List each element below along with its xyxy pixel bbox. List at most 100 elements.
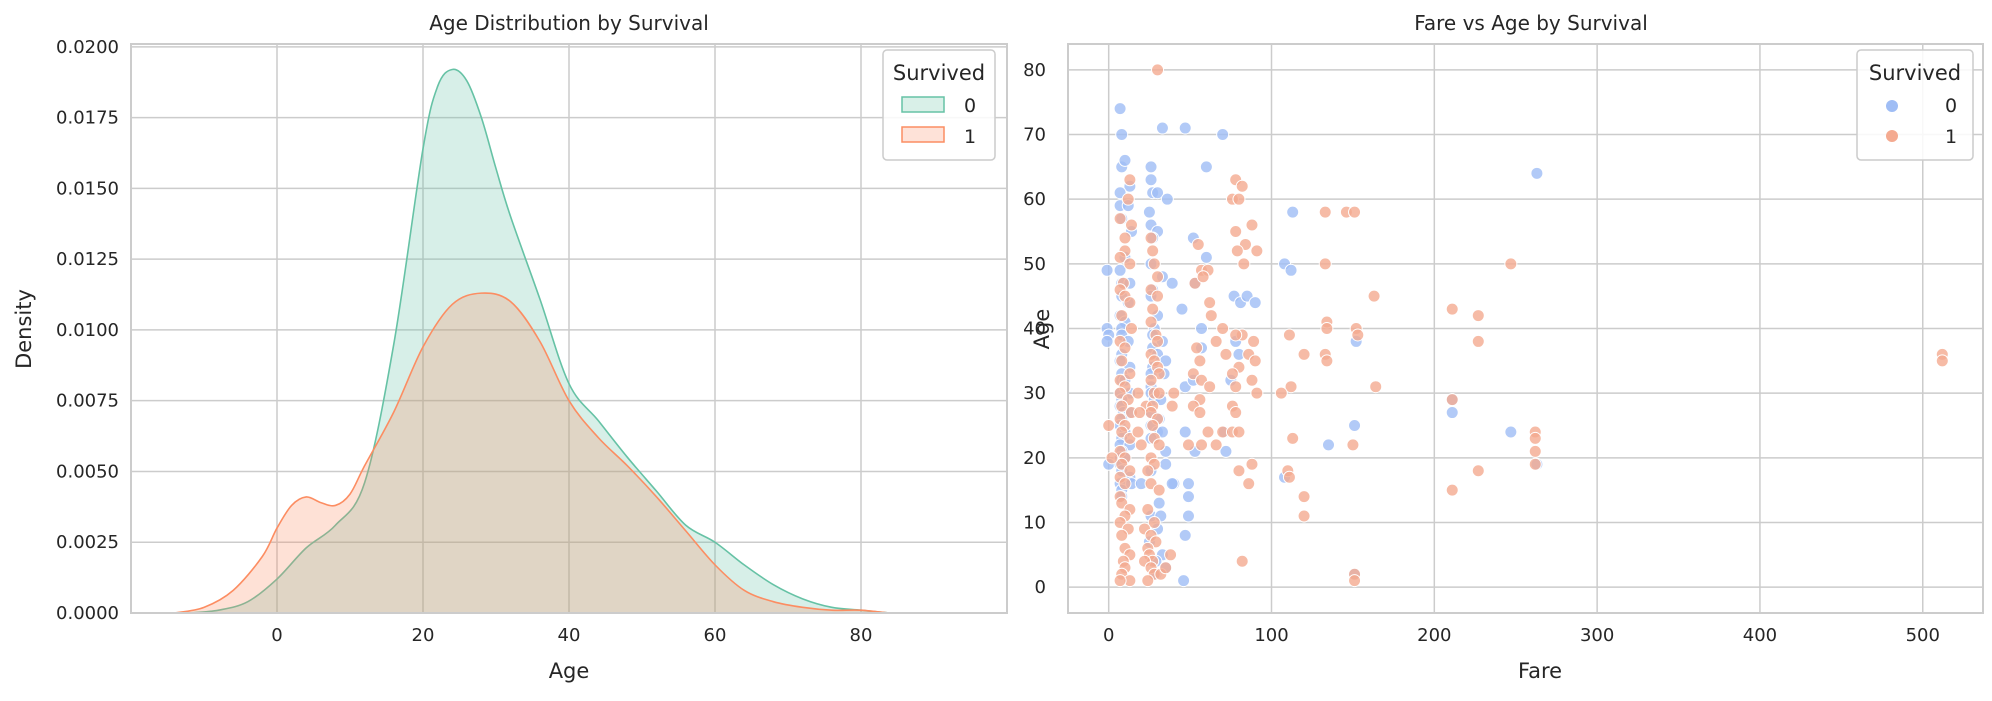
kde-plot-frame bbox=[130, 43, 1008, 614]
scatter-point-1 bbox=[1159, 561, 1173, 575]
scatter-point-1 bbox=[1286, 431, 1300, 445]
scatter-point-0 bbox=[1175, 302, 1189, 316]
scatter-point-1 bbox=[1152, 386, 1166, 400]
scatter-y-ticks: 0 10 20 30 40 50 60 70 80 bbox=[1023, 60, 1046, 598]
kde-y-tick-label: 0.0125 bbox=[56, 249, 119, 270]
scatter-point-0 bbox=[1100, 263, 1114, 277]
scatter-point-0 bbox=[1118, 153, 1132, 167]
scatter-y-tick-label: 20 bbox=[1023, 448, 1046, 469]
scatter-point-1 bbox=[1147, 515, 1161, 529]
scatter-point-1 bbox=[1118, 341, 1132, 355]
scatter-point-1 bbox=[1237, 257, 1251, 271]
scatter-point-0 bbox=[1348, 418, 1362, 432]
scatter-point-0 bbox=[1159, 457, 1173, 471]
scatter-point-1 bbox=[1151, 63, 1165, 77]
scatter-point-1 bbox=[1201, 425, 1215, 439]
kde-legend-box bbox=[882, 49, 996, 161]
scatter-y-tick-label: 10 bbox=[1023, 512, 1046, 533]
scatter-point-1 bbox=[1445, 302, 1459, 316]
kde-chart: Age Distribution by Survival 0 20 40 60 80 0… bbox=[12, 11, 1008, 683]
scatter-point-1 bbox=[1471, 464, 1485, 478]
kde-chart-title: Age Distribution by Survival bbox=[429, 11, 709, 35]
scatter-point-1 bbox=[1297, 490, 1311, 504]
scatter-point-1 bbox=[1318, 205, 1332, 219]
scatter-point-1 bbox=[1320, 354, 1334, 368]
scatter-point-1 bbox=[1144, 373, 1158, 387]
kde-x-ticks: 0 20 40 60 80 bbox=[271, 625, 872, 646]
kde-areas bbox=[174, 68, 949, 615]
scatter-point-1 bbox=[1115, 528, 1129, 542]
scatter-y-tick-label: 40 bbox=[1023, 319, 1046, 340]
scatter-point-1 bbox=[1351, 328, 1365, 342]
scatter-point-1 bbox=[1504, 257, 1518, 271]
scatter-point-0 bbox=[1177, 574, 1191, 588]
kde-x-tick-label: 40 bbox=[558, 625, 581, 646]
scatter-point-1 bbox=[1245, 373, 1259, 387]
scatter-point-0 bbox=[1195, 322, 1209, 335]
scatter-point-1 bbox=[1151, 334, 1165, 348]
scatter-point-1 bbox=[1193, 406, 1207, 420]
kde-y-tick-label: 0.0025 bbox=[56, 532, 119, 553]
scatter-x-tick-label: 300 bbox=[1580, 625, 1614, 646]
scatter-point-1 bbox=[1146, 244, 1160, 258]
scatter-point-1 bbox=[1151, 289, 1165, 303]
scatter-point-1 bbox=[1250, 244, 1264, 258]
scatter-point-1 bbox=[1123, 173, 1137, 187]
kde-x-tick-label: 20 bbox=[412, 625, 435, 646]
scatter-point-1 bbox=[1346, 438, 1360, 452]
scatter-point-1 bbox=[1225, 367, 1239, 381]
scatter-point-1 bbox=[1935, 354, 1949, 368]
scatter-point-1 bbox=[1141, 503, 1155, 517]
scatter-plot-frame bbox=[1067, 43, 1984, 614]
scatter-point-0 bbox=[1165, 477, 1179, 491]
scatter-x-tick-label: 500 bbox=[1906, 625, 1940, 646]
scatter-point-1 bbox=[1133, 406, 1147, 420]
kde-y-tick-label: 0.0100 bbox=[56, 320, 119, 341]
scatter-point-1 bbox=[1144, 315, 1158, 329]
kde-legend-label-1: 1 bbox=[964, 126, 976, 148]
scatter-point-0 bbox=[1142, 205, 1156, 219]
scatter-points bbox=[1100, 63, 1949, 588]
kde-line-1 bbox=[174, 292, 920, 615]
scatter-x-ticks: 0 100 200 300 400 500 bbox=[1103, 625, 1940, 646]
kde-y-tick-label: 0.0075 bbox=[56, 391, 119, 412]
scatter-point-0 bbox=[1321, 438, 1335, 452]
kde-legend: Survived 0 1 bbox=[882, 49, 996, 161]
scatter-point-0 bbox=[1181, 490, 1195, 504]
scatter-point-1 bbox=[1144, 231, 1158, 245]
kde-x-tick-label: 0 bbox=[271, 625, 282, 646]
scatter-point-1 bbox=[1216, 322, 1230, 335]
scatter-point-1 bbox=[1141, 574, 1155, 588]
scatter-point-1 bbox=[1445, 483, 1459, 497]
scatter-point-1 bbox=[1123, 257, 1137, 271]
scatter-point-0 bbox=[1115, 128, 1129, 142]
scatter-point-1 bbox=[1204, 309, 1218, 323]
scatter-point-1 bbox=[1196, 270, 1210, 284]
scatter-point-1 bbox=[1445, 393, 1459, 407]
kde-y-axis-label: Density bbox=[12, 289, 36, 369]
scatter-point-0 bbox=[1248, 296, 1262, 310]
kde-area-0 bbox=[189, 69, 949, 614]
scatter-point-1 bbox=[1528, 431, 1542, 445]
scatter-point-1 bbox=[1115, 309, 1129, 323]
scatter-point-0 bbox=[1219, 444, 1233, 458]
scatter-legend-marker-1 bbox=[1886, 130, 1898, 142]
scatter-point-1 bbox=[1115, 354, 1129, 368]
scatter-point-1 bbox=[1131, 386, 1145, 400]
scatter-x-tick-label: 400 bbox=[1743, 625, 1777, 646]
scatter-x-tick-label: 200 bbox=[1417, 625, 1451, 646]
scatter-point-1 bbox=[1203, 296, 1217, 310]
scatter-point-1 bbox=[1528, 457, 1542, 471]
scatter-legend-label-0: 0 bbox=[1945, 95, 1957, 117]
scatter-point-1 bbox=[1151, 270, 1165, 284]
scatter-point-0 bbox=[1445, 406, 1459, 420]
scatter-point-1 bbox=[1232, 425, 1246, 439]
scatter-point-1 bbox=[1190, 341, 1204, 355]
scatter-point-0 bbox=[1504, 425, 1518, 439]
scatter-point-0 bbox=[1178, 121, 1192, 135]
scatter-point-1 bbox=[1193, 354, 1207, 368]
scatter-y-tick-label: 30 bbox=[1023, 383, 1046, 404]
scatter-y-tick-label: 70 bbox=[1023, 125, 1046, 146]
scatter-point-1 bbox=[1102, 418, 1116, 432]
scatter-point-1 bbox=[1146, 302, 1160, 316]
